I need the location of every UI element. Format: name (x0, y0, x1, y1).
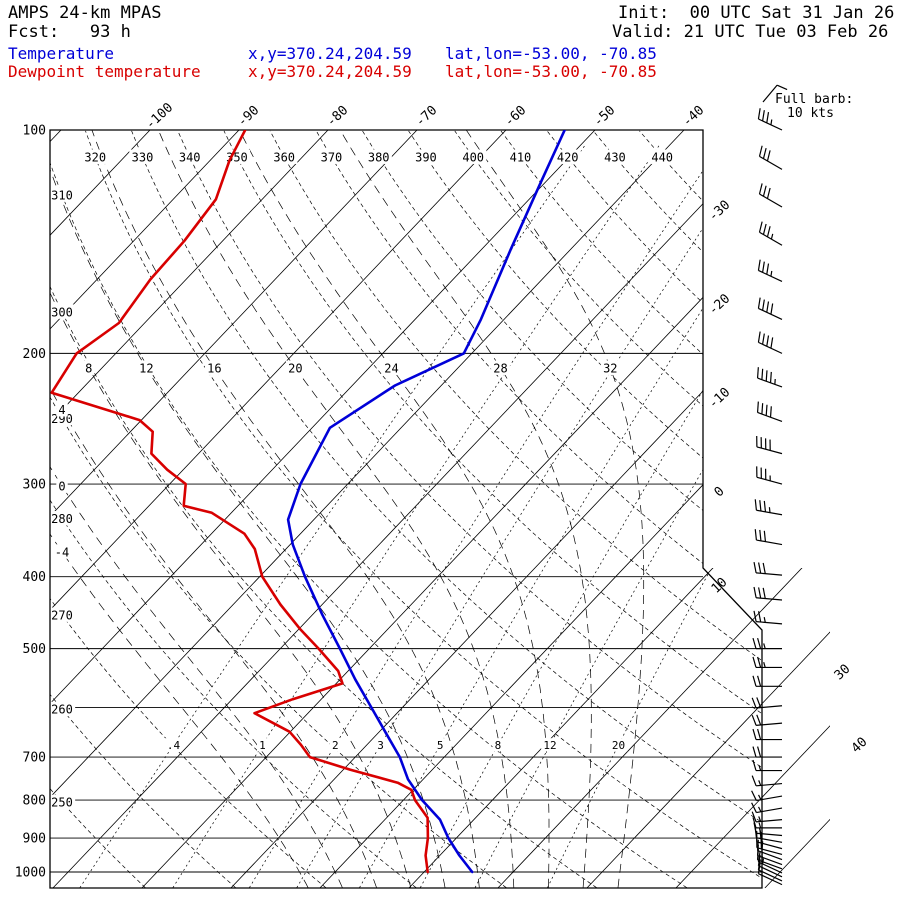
isotherm-grid (50, 130, 830, 888)
svg-text:-4: -4 (55, 545, 69, 559)
moist-adiabats (50, 130, 645, 888)
svg-text:0: 0 (712, 484, 728, 500)
dewpoint-legend: Dewpoint temperature (8, 62, 201, 81)
mixing-ratio-lines (79, 145, 762, 888)
dewpoint-latlon: lat,lon=-53.00, -70.85 (445, 62, 657, 81)
dewpoint-xy: x,y=370.24,204.59 (248, 62, 412, 81)
svg-text:320: 320 (84, 151, 106, 165)
init-time: Init: 00 UTC Sat 31 Jan 26 (618, 3, 895, 23)
svg-text:20: 20 (612, 739, 625, 752)
svg-text:-100: -100 (143, 100, 176, 132)
svg-text:-50: -50 (591, 103, 618, 130)
svg-text:410: 410 (510, 151, 532, 165)
svg-text:700: 700 (23, 751, 46, 766)
svg-text:340: 340 (179, 151, 201, 165)
svg-text:-40: -40 (680, 103, 707, 130)
forecast-hour: Fcst: 93 h (8, 22, 131, 42)
plot-border (49, 129, 763, 889)
svg-text:12: 12 (139, 362, 153, 376)
svg-text:270: 270 (51, 608, 73, 622)
grid-line-labels: 320 330 340 350 360 370 380 390 400 410 420 430 4403… (48, 149, 676, 810)
svg-text:250: 250 (51, 796, 73, 810)
svg-text:20: 20 (288, 362, 302, 376)
svg-text:400: 400 (462, 151, 484, 165)
svg-text:30: 30 (832, 662, 854, 684)
temperature-legend: Temperature (8, 44, 114, 63)
svg-text:2: 2 (332, 739, 339, 752)
svg-text:0: 0 (58, 480, 65, 494)
svg-text:800: 800 (23, 794, 46, 809)
svg-text:400: 400 (23, 570, 46, 585)
wind-barbs (751, 108, 783, 886)
svg-text:430: 430 (604, 151, 626, 165)
temperature-latlon: lat,lon=-53.00, -70.85 (445, 44, 657, 63)
model-name: AMPS 24-km MPAS (8, 3, 162, 23)
svg-text:12: 12 (543, 739, 556, 752)
svg-text:260: 260 (51, 703, 73, 717)
svg-text:40: 40 (849, 735, 871, 757)
temperature-xy: x,y=370.24,204.59 (248, 44, 412, 63)
svg-text:370: 370 (321, 151, 343, 165)
svg-text:.4: .4 (167, 739, 181, 752)
svg-text:-20: -20 (706, 291, 733, 318)
barb-legend-title: Full barb: (775, 92, 854, 107)
svg-text:100: 100 (23, 124, 46, 139)
svg-text:440: 440 (651, 151, 673, 165)
isobar-grid (50, 129, 762, 873)
svg-text:200: 200 (23, 347, 46, 362)
barb-legend-icon (762, 84, 788, 103)
svg-text:300: 300 (51, 305, 73, 319)
svg-text:4: 4 (58, 403, 65, 417)
svg-text:-90: -90 (235, 103, 262, 130)
svg-text:28: 28 (493, 362, 507, 376)
svg-text:420: 420 (557, 151, 579, 165)
svg-text:8: 8 (495, 739, 502, 752)
svg-text:5: 5 (437, 739, 444, 752)
svg-text:390: 390 (415, 151, 437, 165)
svg-text:500: 500 (23, 642, 46, 657)
temperature-trace (286, 130, 567, 874)
svg-text:-70: -70 (413, 103, 440, 130)
svg-text:1: 1 (259, 739, 266, 752)
svg-text:-10: -10 (706, 385, 733, 412)
svg-text:380: 380 (368, 151, 390, 165)
svg-text:16: 16 (207, 362, 221, 376)
svg-text:-30: -30 (706, 198, 733, 225)
dewpoint-trace (50, 130, 430, 874)
svg-text:3: 3 (377, 739, 384, 752)
svg-text:-80: -80 (324, 103, 351, 130)
svg-text:-60: -60 (502, 103, 529, 130)
svg-text:280: 280 (51, 512, 73, 526)
svg-text:900: 900 (23, 832, 46, 847)
svg-text:24: 24 (384, 362, 398, 376)
svg-text:360: 360 (273, 151, 295, 165)
svg-text:32: 32 (603, 362, 617, 376)
barb-legend-value: 10 kts (787, 106, 834, 121)
svg-text:1000: 1000 (15, 866, 46, 881)
svg-text:8: 8 (85, 362, 92, 376)
valid-time: Valid: 21 UTC Tue 03 Feb 26 (612, 22, 889, 42)
svg-text:300: 300 (23, 478, 46, 493)
svg-text:330: 330 (132, 151, 154, 165)
svg-text:310: 310 (51, 188, 73, 202)
